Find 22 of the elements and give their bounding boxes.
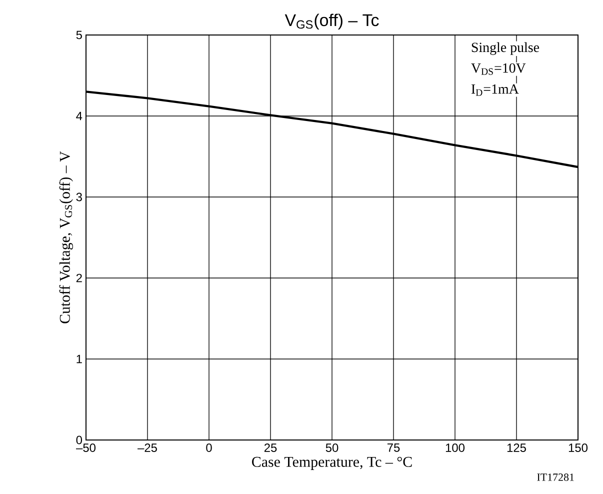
- x-tick-label: 0: [206, 444, 212, 452]
- x-tick-label: 50: [326, 444, 338, 452]
- x-tick-label: 75: [387, 444, 400, 452]
- annotation: Single pulse: [472, 42, 540, 55]
- y-tick-label: 5: [76, 30, 82, 40]
- x-tick-label: 100: [446, 444, 465, 452]
- annotation: V$_{DS}$=10V: [471, 63, 526, 75]
- y-tick-label: 4: [76, 112, 82, 120]
- annotation: I$_{D}$=1mA: [471, 84, 519, 96]
- y-tick-label: 0: [76, 436, 82, 444]
- text: IT17281: [537, 474, 574, 481]
- y-tick-label: 1: [76, 354, 82, 364]
- x-tick-label: 150: [568, 444, 588, 452]
- x-tick-label: –25: [138, 444, 157, 452]
- x-tick-label: 125: [507, 444, 526, 452]
- x-axis-title: Case Temperature, Tc – °C: [252, 456, 412, 470]
- y-tick-label: 3: [76, 192, 82, 202]
- x-tick-label: 25: [264, 444, 277, 452]
- x-tick-label: –50: [76, 444, 96, 452]
- y-axis-title: Cutoff Voltage, V$_{GS}$(off) – V: [59, 151, 73, 324]
- y-tick-label: 2: [76, 274, 82, 282]
- chart-title: V$_{GS}$(off) – Tc: [284, 14, 379, 30]
